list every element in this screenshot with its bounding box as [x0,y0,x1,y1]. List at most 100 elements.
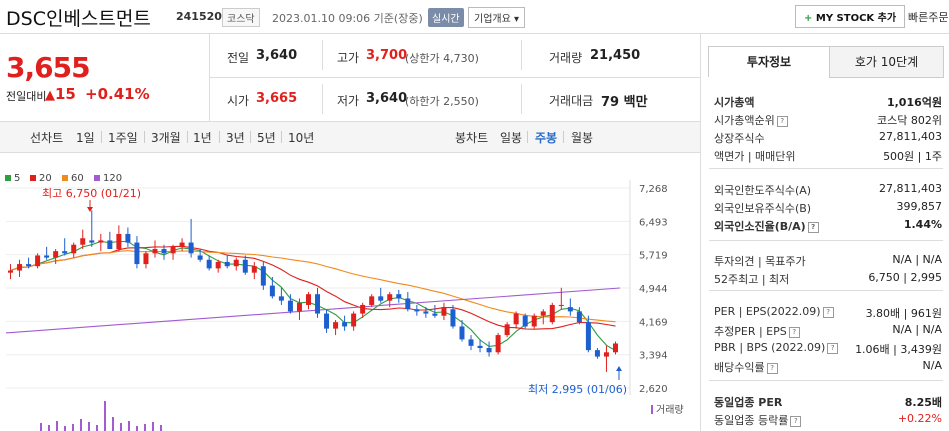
info-label: 52주최고 | 최저 [714,273,790,286]
volume-bar [120,423,122,431]
candle [251,266,257,273]
candle [233,259,239,267]
volume-bar [40,423,42,431]
candle [315,294,321,314]
change-percent: +0.41% [85,85,150,103]
period-1y[interactable]: 1년 [193,131,212,145]
low-label: 저가 [337,94,360,108]
period-10y[interactable]: 10년 [288,131,315,145]
period-1w[interactable]: 1주일 [108,131,138,145]
volume-bar [88,422,90,431]
candle [342,322,348,327]
company-overview-button[interactable]: 기업개요 ▾ [468,7,526,28]
candle [152,249,158,254]
divider [144,131,145,143]
info-label: 시가총액순위? [714,112,788,128]
candle [441,307,447,316]
candle [179,242,185,247]
help-icon[interactable]: ? [776,115,788,127]
candle [459,326,465,340]
info-value: 1,016억원 [886,96,942,109]
triangle-up-icon: ▲ [45,88,55,103]
info-label: 외국인소진율(B/A)? [714,218,819,234]
candle [143,253,149,265]
help-icon[interactable]: ? [827,342,839,354]
price-chart[interactable]: 5 20 60 120 7,268 6,493 5,719 4,944 4,169 3,394 2… [0,152,700,431]
candle [486,347,492,353]
volume-bar [72,424,74,431]
candle [450,309,456,327]
candle [333,322,339,329]
candle-daily[interactable]: 일봉 [500,131,523,145]
info-label: 액면가 | 매매단위 [714,150,796,163]
volume-legend-swatch [651,405,653,414]
volume-bar [64,426,66,431]
info-label: 외국인보유주식수(B) [714,202,812,215]
candle [585,322,591,351]
candle [324,313,330,329]
period-1d[interactable]: 1일 [76,131,95,145]
candle [513,313,519,325]
volume-bar [128,421,130,431]
info-value: N/A | N/A [892,253,942,266]
high-value: 3,700 [366,48,408,63]
volume-label: 거래량 [549,51,583,65]
ma-line-60 [10,250,616,323]
timestamp: 2023.01.10 09:06 기준(장중) [272,12,423,25]
help-icon[interactable]: ? [766,362,778,374]
info-value: N/A | N/A [892,323,942,336]
candle [134,242,140,265]
help-icon[interactable]: ? [807,221,819,233]
info-value: 1.44% [903,218,942,231]
candle [549,304,555,323]
help-icon[interactable]: ? [790,415,802,427]
lower-limit: (하한가 2,550) [405,95,479,108]
add-mystock-label: MY STOCK 추가 [815,13,897,24]
y-tick-label: 4,169 [639,317,668,328]
quick-order-link[interactable]: 빠른주문 [908,11,949,24]
legend-label-60: 60 [71,173,84,184]
tab-orderbook[interactable]: 호가 10단계 [829,46,944,78]
candle [269,285,275,297]
help-icon[interactable]: ? [788,326,800,338]
candle [360,304,366,314]
candle [351,313,357,327]
candle-monthly[interactable]: 월봉 [571,131,594,145]
low-arrow-head [616,366,622,371]
chart-grid [6,180,631,395]
info-label: 배당수익률? [714,359,778,375]
period-5y[interactable]: 5년 [257,131,276,145]
info-label: 동일업종 PER [714,396,783,409]
divider [281,131,282,143]
tab-investment-info[interactable]: 투자정보 [708,46,830,77]
candle [71,244,77,254]
chevron-down-icon: ▾ [514,14,520,25]
add-mystock-button[interactable]: + MY STOCK 추가 [795,5,906,28]
candle [558,304,564,306]
period-3y[interactable]: 3년 [226,131,245,145]
info-label: 투자의견 | 목표주가 [714,255,806,268]
divider [527,131,528,143]
legend-swatch-5 [5,175,11,181]
candle-weekly[interactable]: 주봉 [535,131,558,145]
info-value: 3.80배 | 961원 [865,307,942,320]
info-value: 500원 | 1주 [883,150,942,163]
prev-close-value: 3,640 [256,48,298,63]
info-label: PBR | BPS (2022.09)? [714,341,839,354]
candle [305,294,311,305]
divider [250,131,251,143]
divider [101,131,102,143]
realtime-button[interactable]: 실시간 [428,8,464,27]
candle [116,233,122,250]
candle [369,296,375,305]
info-value: 399,857 [896,200,943,213]
candle [260,266,266,286]
period-3m[interactable]: 3개월 [151,131,181,145]
divider [521,84,522,114]
candle [531,315,537,327]
candle [206,259,212,269]
help-icon[interactable]: ? [822,306,834,318]
line-chart-label: 선차트 [30,131,64,145]
info-value: N/A [922,359,942,372]
legend-swatch-60 [62,175,68,181]
